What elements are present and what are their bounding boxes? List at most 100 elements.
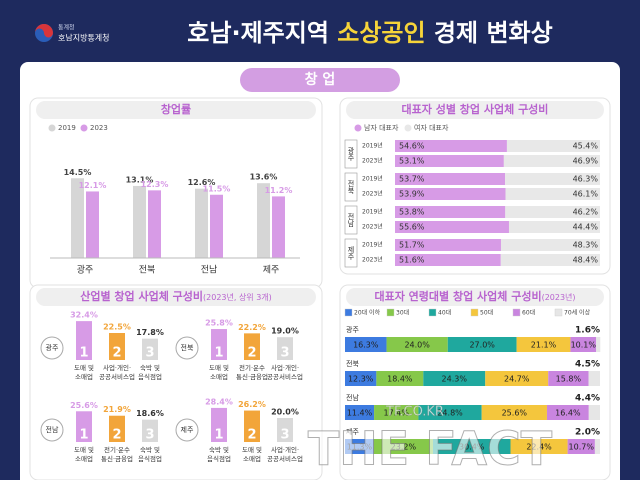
bar — [76, 321, 92, 360]
panel-header — [36, 288, 316, 306]
value-label: 17.8% — [136, 328, 164, 337]
value-label: 11.4% — [347, 409, 373, 418]
legend-label: 2019 — [58, 124, 76, 132]
value-label: 1.6% — [575, 326, 600, 336]
region-circle — [40, 336, 64, 360]
category-label: 광주 — [77, 264, 94, 276]
value-label: 51.7% — [399, 241, 425, 250]
year-label: 2019년 — [362, 175, 383, 183]
legend-label: 여자 대표자 — [414, 123, 449, 132]
rank-number: 3 — [145, 428, 154, 443]
category-label: 소매업 — [243, 455, 261, 463]
panel-title-text: 대표자 연령대별 창업 사업체 구성비 — [374, 289, 541, 303]
value-label: 48.3% — [573, 241, 599, 250]
value-label: 46.1% — [573, 190, 599, 199]
value-label: 10.7% — [569, 443, 595, 452]
category-label: 도매 및 — [209, 364, 229, 372]
category-label: 음식점업 — [138, 372, 162, 381]
value-label: 12.3% — [141, 180, 169, 189]
region-circle — [175, 336, 199, 360]
category-label: 사업·개인· — [271, 363, 299, 372]
rank-number: 1 — [214, 346, 223, 361]
region-label: 광주 — [347, 147, 355, 162]
bar-segment — [374, 405, 419, 420]
value-label: 25.6% — [502, 409, 528, 418]
value-label: 11.5% — [203, 184, 231, 193]
category-label: 소매업 — [75, 455, 93, 463]
value-label: 20.0% — [271, 408, 299, 417]
category-label: 전기·운수 — [239, 363, 265, 372]
bar-segment — [481, 405, 547, 420]
year-label: 2023년 — [362, 256, 383, 264]
category-label: 통신·금융업 — [101, 454, 133, 463]
panel-title: 대표자 연령대별 창업 사업체 구성비(2023년) — [374, 289, 575, 303]
bar — [277, 418, 293, 442]
value-label: 30.4% — [459, 443, 485, 452]
category-label: 숙박 및 — [140, 363, 160, 372]
bar-segment — [588, 371, 600, 386]
legend-swatch — [344, 308, 353, 317]
category-label: 음식점업 — [207, 454, 231, 463]
value-label: 11.3% — [347, 443, 373, 452]
bar — [277, 337, 293, 360]
year-label: 2023년 — [362, 157, 383, 165]
bar-segment — [485, 371, 549, 386]
value-label: 51.6% — [399, 256, 425, 265]
region-label: 전북 — [346, 359, 359, 368]
legend-label: 20대 이하 — [354, 309, 381, 317]
value-label: 53.9% — [399, 190, 425, 199]
year-label: 2019년 — [362, 142, 383, 150]
legend-label: 30대 — [396, 309, 409, 317]
legend-label: 2023 — [90, 124, 108, 132]
bar — [109, 415, 125, 442]
value-label: 14.5% — [64, 168, 92, 177]
rank-number: 2 — [112, 346, 121, 361]
bar-segment — [567, 439, 595, 454]
bar-segment — [345, 439, 374, 454]
value-label: 24.8% — [437, 409, 463, 418]
region-label: 제주 — [347, 246, 355, 261]
year-label: 2023년 — [362, 223, 383, 231]
region-circle — [40, 418, 64, 442]
bar-segment — [432, 439, 511, 454]
watermark-logo: THE FACT — [308, 422, 553, 476]
value-label: 2.0% — [575, 428, 600, 438]
bar-segment — [508, 221, 600, 233]
agency: 호남지방통계청 — [58, 33, 110, 43]
category-label: 사업·개인· — [103, 363, 131, 372]
rank-number: 2 — [247, 428, 256, 443]
bar-segment — [376, 371, 424, 386]
bar — [133, 185, 146, 258]
bar-segment — [447, 337, 517, 352]
value-label: 24.3% — [442, 375, 468, 384]
panel-subtitle: (2023년) — [542, 292, 576, 302]
value-label: 32.4% — [70, 311, 98, 320]
bar-segment — [548, 371, 589, 386]
value-label: 55.6% — [399, 223, 425, 232]
bar — [142, 338, 158, 360]
page-title: 호남·제주지역 소상공인 경제 변화상 — [187, 19, 552, 47]
bar — [195, 188, 208, 258]
section-pill — [240, 68, 400, 92]
bar-segment — [506, 140, 600, 152]
rank-number: 1 — [214, 428, 223, 443]
bar-segment — [345, 337, 387, 352]
panel-title-text: 산업별 창업 사업체 구성비 — [80, 289, 203, 303]
bar — [210, 194, 223, 258]
region-label: 제주 — [346, 428, 359, 436]
region-label: 전남 — [46, 425, 59, 434]
title-part: 호남·제주지역 — [187, 19, 337, 47]
value-label: 16.4% — [555, 409, 581, 418]
value-label: 21.1% — [531, 341, 557, 350]
year-label: 2023년 — [362, 190, 383, 198]
region-box — [344, 205, 358, 235]
value-label: 17.4% — [384, 409, 410, 418]
category-label: 전남 — [201, 265, 218, 276]
region-box — [344, 172, 358, 202]
bar — [244, 333, 260, 360]
section-title: 창 업 — [305, 71, 336, 88]
category-label: 공공서비스업 — [267, 454, 303, 463]
category-label: 숙박 및 — [140, 445, 160, 454]
value-label: 12.6% — [188, 178, 216, 187]
value-label: 13.6% — [250, 173, 278, 182]
